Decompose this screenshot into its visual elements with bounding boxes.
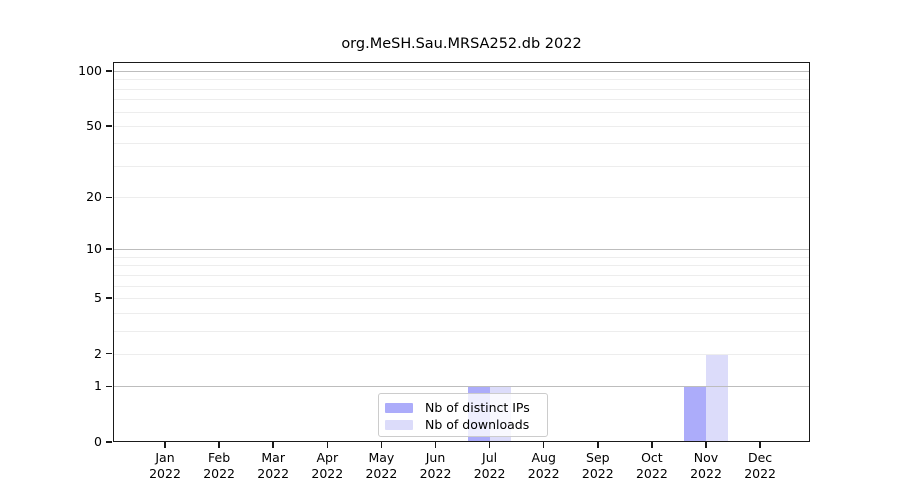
x-tick-label-line: 2022 xyxy=(581,465,614,481)
x-tick-feb-2022 xyxy=(218,442,220,448)
y-tick-label-20: 20 xyxy=(86,189,102,205)
y-tick-20 xyxy=(106,196,112,198)
minor-gridline-30 xyxy=(113,165,810,167)
minor-gridline-6 xyxy=(113,285,810,287)
x-tick-label-line: May xyxy=(368,450,395,465)
minor-gridline-9 xyxy=(113,256,810,258)
x-tick-label-aug-2022: Aug 2022 xyxy=(514,450,574,481)
minor-gridline-60 xyxy=(113,111,810,113)
x-tick-label-line: Jul xyxy=(482,450,498,465)
x-tick-label-line: Jun xyxy=(425,450,446,465)
minor-gridline-80 xyxy=(113,88,810,90)
minor-gridline-50 xyxy=(113,125,810,127)
x-tick-label-line: 2022 xyxy=(311,465,344,481)
x-tick-label-jan-2022: Jan 2022 xyxy=(135,450,195,481)
x-tick-aug-2022 xyxy=(542,442,545,448)
y-tick-5 xyxy=(106,297,112,299)
y-tick-10 xyxy=(106,248,112,250)
major-gridline-10 xyxy=(113,249,810,251)
x-tick-label-may-2022: May 2022 xyxy=(351,450,411,481)
legend-item-distinct-ips: Nb of distinct IPs xyxy=(385,399,540,416)
x-tick-oct-2022 xyxy=(651,442,653,448)
legend-swatch-distinct-ips xyxy=(385,402,413,413)
x-tick-nov-2022 xyxy=(705,442,707,448)
minor-gridline-90 xyxy=(113,79,810,81)
legend-label-downloads: Nb of downloads xyxy=(425,417,530,432)
x-tick-label-dec-2022: Dec 2022 xyxy=(730,450,790,481)
x-tick-label-line: 2022 xyxy=(149,465,181,481)
minor-gridline-3 xyxy=(113,330,810,332)
x-tick-label-line: 2022 xyxy=(419,465,452,481)
x-tick-jan-2022 xyxy=(164,442,166,448)
minor-gridline-20 xyxy=(113,197,810,199)
x-tick-dec-2022 xyxy=(759,442,761,448)
y-tick-label-100: 100 xyxy=(78,62,102,78)
x-tick-label-line: Sep xyxy=(586,450,610,465)
y-tick-label-1: 1 xyxy=(94,378,102,394)
x-tick-label-line: 2022 xyxy=(527,465,560,481)
x-tick-label-feb-2022: Feb 2022 xyxy=(189,450,249,481)
chart-title: org.MeSH.Sau.MRSA252.db 2022 xyxy=(341,36,582,52)
x-tick-sep-2022 xyxy=(597,442,599,448)
major-gridline-100 xyxy=(113,70,810,72)
y-tick-label-10: 10 xyxy=(86,241,102,257)
x-tick-label-apr-2022: Apr 2022 xyxy=(297,450,357,481)
y-tick-label-5: 5 xyxy=(94,289,102,305)
x-tick-label-line: 2022 xyxy=(473,465,506,481)
y-tick-0 xyxy=(106,441,112,443)
major-gridline-1 xyxy=(113,386,810,388)
y-tick-100 xyxy=(106,70,112,72)
x-tick-label-jul-2022: Jul 2022 xyxy=(460,450,520,481)
y-tick-label-0: 0 xyxy=(94,434,102,449)
x-tick-label-line: Apr xyxy=(316,450,339,465)
minor-gridline-70 xyxy=(113,99,810,101)
x-tick-label-line: Nov xyxy=(693,450,719,465)
y-tick-2 xyxy=(106,352,112,355)
x-tick-label-nov-2022: Nov 2022 xyxy=(676,450,736,481)
x-tick-apr-2022 xyxy=(326,442,329,448)
legend-swatch-downloads xyxy=(385,419,413,430)
x-tick-label-line: Feb xyxy=(208,450,231,465)
x-tick-label-line: 2022 xyxy=(257,465,290,481)
x-tick-label-line: 2022 xyxy=(365,465,398,481)
y-tick-50 xyxy=(106,125,112,127)
minor-gridline-40 xyxy=(113,143,810,145)
x-tick-jun-2022 xyxy=(434,442,437,448)
x-tick-mar-2022 xyxy=(272,442,274,448)
x-tick-label-line: Aug xyxy=(531,450,556,465)
x-tick-label-line: Jan xyxy=(155,450,175,465)
x-tick-label-line: 2022 xyxy=(203,465,235,481)
y-tick-label-50: 50 xyxy=(86,117,102,133)
x-tick-label-sep-2022: Sep 2022 xyxy=(568,450,628,481)
x-tick-label-mar-2022: Mar 2022 xyxy=(243,450,303,481)
x-tick-may-2022 xyxy=(380,442,383,448)
minor-gridline-2 xyxy=(113,353,810,355)
minor-gridline-5 xyxy=(113,297,810,299)
minor-gridline-4 xyxy=(113,312,810,314)
legend-label-distinct-ips: Nb of distinct IPs xyxy=(425,400,530,415)
x-tick-label-line: 2022 xyxy=(690,465,722,481)
x-tick-label-oct-2022: Oct 2022 xyxy=(622,450,682,481)
x-tick-label-line: Oct xyxy=(641,450,663,465)
x-tick-label-line: Dec xyxy=(747,450,773,465)
x-tick-label-line: 2022 xyxy=(744,465,776,481)
bar-nb-of-distinct-ips-nov-2022 xyxy=(684,386,706,442)
x-tick-label-line: Mar xyxy=(261,450,285,465)
bar-nb-of-downloads-nov-2022 xyxy=(706,353,728,442)
plot-area: 0 1 2 5 10 20 50 100 Jan 2022 Feb 2022 Mar 2022 Apr 202… xyxy=(78,62,810,481)
y-tick-1 xyxy=(106,385,112,388)
y-tick-label-2: 2 xyxy=(94,345,102,361)
x-tick-jul-2022 xyxy=(488,442,491,448)
minor-gridline-7 xyxy=(113,274,810,276)
x-tick-label-jun-2022: Jun 2022 xyxy=(406,450,466,481)
legend: Nb of distinct IPs Nb of downloads xyxy=(378,393,548,437)
minor-gridline-8 xyxy=(113,265,810,267)
legend-item-downloads: Nb of downloads xyxy=(385,416,540,433)
x-tick-label-line: 2022 xyxy=(635,465,668,481)
